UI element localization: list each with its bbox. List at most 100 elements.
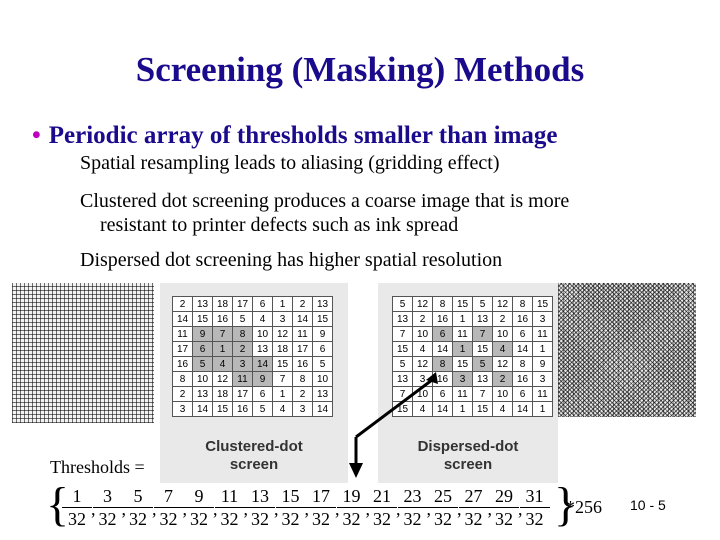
matrix-row: 13 3 16 3 13 2 16 3: [392, 371, 553, 387]
matrix-cell: 11: [232, 371, 253, 387]
matrix-cell: 2: [232, 341, 253, 357]
matrix-cell: 3: [172, 401, 193, 417]
threshold-fraction: 31 32: [519, 485, 550, 530]
matrix-cell: 18: [212, 296, 233, 312]
matrix-cell: 13: [192, 386, 213, 402]
matrix-cell: 8: [292, 371, 313, 387]
matrix-cell: 12: [272, 326, 293, 342]
matrix-cell: 5: [392, 296, 413, 312]
threshold-fraction: 3 32: [92, 485, 123, 530]
matrix-cell: 12: [492, 296, 513, 312]
matrix-cell: 16: [512, 311, 533, 327]
fraction-denominator: 32: [251, 509, 269, 529]
matrix-cell: 15: [472, 401, 493, 417]
fraction-numerator: 15: [275, 485, 306, 508]
thresholds-label: Thresholds =: [50, 457, 145, 477]
matrix-cell: 13: [472, 311, 493, 327]
matrix-cell: 4: [492, 341, 513, 357]
matrix-cell: 15: [472, 341, 493, 357]
matrix-cell: 6: [192, 341, 213, 357]
threshold-fraction: 5 32: [123, 485, 153, 530]
matrix-cell: 2: [172, 386, 193, 402]
matrix-cell: 17: [232, 386, 253, 402]
fraction-numerator: 9: [184, 485, 214, 508]
bullet-point: • Periodic array of thresholds smaller th…: [32, 122, 558, 150]
matrix-cell: 6: [312, 341, 333, 357]
matrix-cell: 10: [192, 371, 213, 387]
matrix-cell: 13: [472, 371, 493, 387]
matrix-cell: 15: [532, 296, 553, 312]
matrix-cell: 12: [212, 371, 233, 387]
matrix-cell: 4: [272, 401, 293, 417]
matrix-cell: 9: [252, 371, 273, 387]
matrix-cell: 16: [212, 311, 233, 327]
dispersed-halftone-image: [558, 283, 696, 417]
threshold-fraction: 17 32: [306, 485, 336, 530]
threshold-fraction: 11 32: [214, 485, 245, 530]
sub-line-clustered-cont: resistant to printer defects such as ink…: [100, 214, 459, 236]
matrix-row: 7 10 6 11 7 10 6 11: [392, 386, 553, 402]
matrix-cell: 10: [412, 326, 433, 342]
matrix-row: 15 4 14 1 15 4 14 1: [392, 341, 553, 357]
fraction-numerator: 21: [367, 485, 397, 508]
fraction-denominator: 32: [495, 509, 513, 529]
matrix-cell: 15: [272, 356, 293, 372]
matrix-cell: 1: [272, 386, 293, 402]
dispersed-threshold-matrix: 5 12 8 15 5 12 8 15 13 2 16 1 13 2 16 3 7 10 6 11 7 10 6 11 15 4 1…: [392, 296, 553, 417]
matrix-cell: 3: [412, 371, 433, 387]
fraction-denominator: 32: [342, 509, 361, 529]
matrix-cell: 16: [432, 371, 453, 387]
fraction-denominator: 32: [98, 509, 117, 529]
threshold-fraction: 19 32: [336, 485, 367, 530]
matrix-cell: 5: [312, 356, 333, 372]
matrix-cell: 8: [512, 296, 533, 312]
bullet-text: Periodic array of thresholds smaller tha…: [48, 122, 558, 149]
fraction-denominator: 32: [68, 509, 86, 529]
fraction-numerator: 23: [397, 485, 428, 508]
matrix-cell: 5: [392, 356, 413, 372]
fraction-denominator: 32: [159, 509, 178, 529]
matrix-cell: 1: [272, 296, 293, 312]
matrix-cell: 12: [492, 356, 513, 372]
fraction-separator: ,: [426, 499, 432, 519]
matrix-cell: 14: [172, 311, 193, 327]
dispersed-caption-line2: screen: [443, 456, 493, 473]
matrix-cell: 5: [232, 311, 253, 327]
dispersed-caption-line1: Dispersed-dot: [417, 438, 519, 455]
matrix-cell: 3: [532, 311, 553, 327]
matrix-cell: 13: [252, 341, 273, 357]
matrix-cell: 10: [252, 326, 273, 342]
matrix-cell: 16: [172, 356, 193, 372]
fraction-numerator: 17: [306, 485, 336, 508]
fraction-denominator: 32: [464, 509, 483, 529]
fraction-separator: ,: [182, 499, 188, 519]
matrix-cell: 5: [472, 356, 493, 372]
clustered-halftone-image: [12, 283, 154, 423]
matrix-cell: 3: [272, 311, 293, 327]
page-number: 10 - 5: [630, 497, 666, 513]
thresholds-formula: { } *256 1 32, 3 32, 5 32, 7 32, 9 32, 11 32, 13 32, 1…: [46, 479, 626, 535]
fraction-separator: ,: [243, 499, 249, 519]
matrix-cell: 13: [392, 371, 413, 387]
matrix-cell: 4: [212, 356, 233, 372]
matrix-row: 2 13 18 17 6 1 2 13: [172, 296, 333, 312]
matrix-cell: 1: [532, 401, 553, 417]
matrix-cell: 4: [252, 311, 273, 327]
matrix-cell: 5: [192, 356, 213, 372]
fraction-separator: ,: [152, 499, 157, 519]
matrix-row: 8 10 12 11 9 7 8 10: [172, 371, 333, 387]
matrix-cell: 10: [492, 326, 513, 342]
matrix-cell: 6: [432, 326, 453, 342]
bullet-marker: •: [32, 122, 41, 149]
matrix-cell: 4: [412, 401, 433, 417]
fraction-denominator: 32: [220, 509, 239, 529]
matrix-cell: 14: [512, 401, 533, 417]
sub-line-dispersed: Dispersed dot screening has higher spati…: [80, 249, 503, 271]
matrix-cell: 13: [392, 311, 413, 327]
matrix-cell: 16: [512, 371, 533, 387]
matrix-cell: 13: [312, 296, 333, 312]
threshold-fraction: 13 32: [245, 485, 275, 530]
fraction-numerator: 27: [458, 485, 489, 508]
matrix-cell: 14: [312, 401, 333, 417]
close-brace: }: [554, 478, 578, 531]
